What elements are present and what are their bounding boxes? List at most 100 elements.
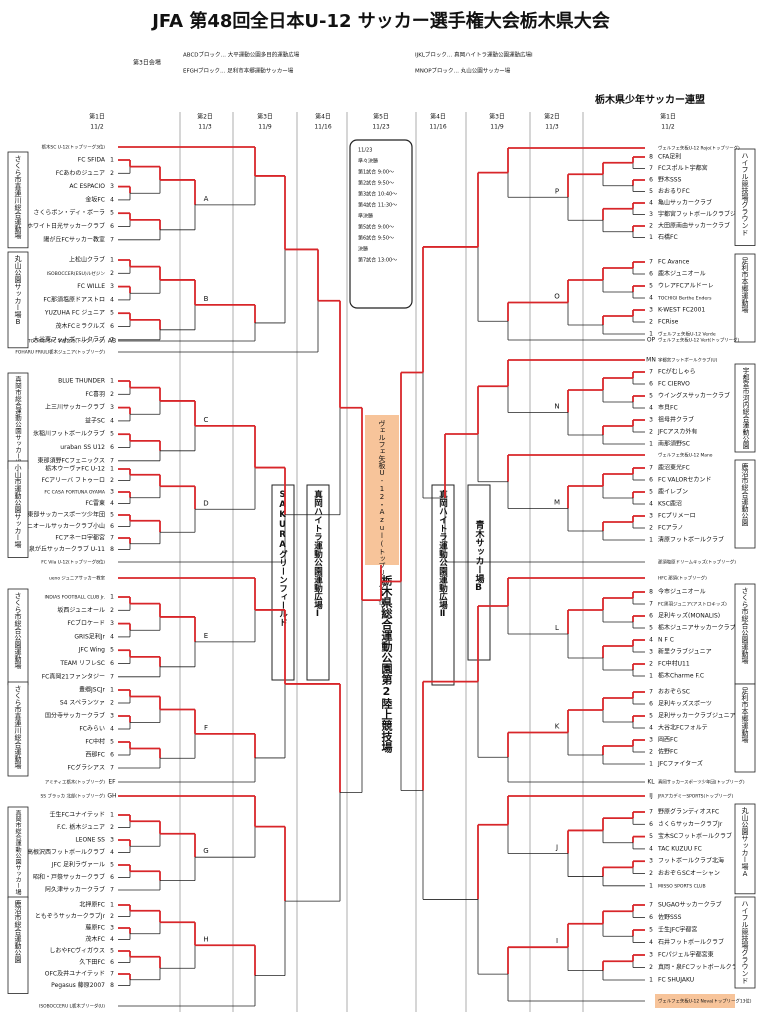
team-number: 3 [649, 858, 653, 865]
team-number: 4 [649, 405, 653, 412]
block-label: B [204, 295, 209, 303]
team-name: 茂木FC [85, 935, 105, 943]
schedule-line: 準々決勝 [358, 158, 378, 165]
team-name: 栃木ウーヴァFC U-12 [45, 465, 105, 473]
team-name: K-WEST FC2001 [658, 307, 705, 314]
block-venue: 鹿沼市総合運動公園 [741, 462, 749, 527]
team-name: KSC鹿沼 [658, 500, 682, 508]
team-number: 1 [649, 977, 653, 984]
team-name: ウレアFCアルドーレ [658, 282, 714, 290]
team-number: 4 [649, 939, 653, 946]
team-number: 4 [649, 725, 653, 732]
team-number: 3 [110, 837, 114, 844]
venue-strip [734, 896, 756, 989]
team-number: 2 [649, 319, 653, 326]
team-number: 1 [649, 234, 653, 241]
team-name: FC SFIDA [78, 157, 106, 164]
team-number: 1 [110, 257, 114, 264]
team-number: 6 [649, 613, 653, 620]
team-number: 2 [110, 607, 114, 614]
seed-name: TOCHIGI SFC 宇都宮市(トップリーグ) [27, 338, 105, 345]
team-name: ISOBOCCER(ESU)ルゼジン [47, 270, 106, 277]
team-number: 6 [649, 821, 653, 828]
venue-strip [7, 896, 29, 994]
block-venue: 鹿沼市総合運動公園 [14, 899, 22, 964]
round-day: 第1日 [660, 113, 676, 121]
team-number: 5 [110, 512, 114, 519]
team-number: 3 [649, 649, 653, 656]
seed-name: SS ブラッカ 北部(トップリーグ) [41, 793, 106, 800]
team-name: 昭和・戸祭サッカークラブ [33, 873, 105, 881]
team-number: 4 [110, 936, 114, 943]
block-venue: 真岡市総合運動公園サッカー場 [14, 809, 21, 896]
team-name: FC VALORセカンド [658, 477, 711, 484]
team-number: 5 [110, 739, 114, 746]
team-name: JFC 足利ラヴァール [51, 861, 105, 869]
seed-name: ヴェルフェ矢板U-12 Mano [658, 452, 713, 459]
team-number: 1 [649, 441, 653, 448]
team-name: JFCファイターズ [657, 760, 703, 768]
seed-name: ISOBOCCERU L栃木ブリーダ(U) [39, 1003, 105, 1010]
seed-name: 宇都宮フットボールクラブ(U) [658, 357, 718, 364]
team-name: GRIS足利Jr [74, 632, 105, 640]
team-number: 1 [110, 466, 114, 473]
block-label: F [204, 724, 208, 732]
team-name: FCアラノ [658, 525, 684, 532]
team-name: JFC Wing [78, 647, 106, 654]
block-venue: 足利市本郷運動場 [741, 257, 749, 314]
team-number: 8 [649, 154, 653, 161]
team-number: 6 [649, 177, 653, 184]
venue-box [306, 484, 330, 681]
round-date: 11/9 [490, 124, 504, 131]
team-name: 氷稲川フットボールクラブ [33, 430, 105, 438]
team-name: JFCアスカ外有 [657, 428, 697, 436]
team-number: 3 [649, 211, 653, 218]
team-name: N F C [658, 637, 674, 644]
round-day: 第3日 [257, 113, 273, 121]
team-name: CFA足利 [658, 153, 681, 161]
schedule-line: 準決勝 [358, 213, 373, 220]
team-name: 祖母井クラブ [658, 416, 694, 424]
team-number: 2 [649, 661, 653, 668]
round-date: 11/23 [372, 124, 389, 131]
schedule-box [349, 139, 413, 309]
team-name: 阿久津サッカークラブ [45, 886, 105, 894]
team-number: 6 [110, 444, 114, 451]
team-name: 高根沢西フットボールクラブ [27, 848, 105, 856]
seed-box [655, 994, 735, 1008]
team-name: 足利キッズスポーツ [658, 700, 712, 708]
seed-name: ueno ジュニアサッカー教室 [49, 575, 106, 582]
team-name: 鹿イレブン [658, 488, 688, 496]
team-number: 3 [110, 620, 114, 627]
schedule-line: 第6試合 9:50〜 [358, 235, 394, 242]
top-seed: ヴェルフェ矢板U-12・Azul(トップリーグ1位) [378, 419, 386, 613]
team-name: 上松山クラブ [69, 256, 105, 264]
team-name: LEONE SS [75, 837, 105, 844]
team-number: 5 [110, 310, 114, 317]
team-name: しおやFCヴィガウス [49, 947, 105, 955]
venue-box [431, 484, 455, 686]
block-venue: 丸山公園サッカー場B [14, 254, 22, 326]
team-name: SUGAOサッカークラブ [658, 901, 722, 909]
block-label: G [203, 847, 208, 855]
venue-strip [7, 460, 29, 558]
seed-code: OP [647, 337, 656, 344]
seed-name: HFC 那須(トップリーグ) [658, 575, 707, 582]
team-number: 1 [110, 594, 114, 601]
organizer: 栃木県少年サッカー連盟 [595, 93, 705, 106]
team-number: 5 [649, 833, 653, 840]
venue-strip [734, 683, 756, 773]
team-number: 7 [110, 765, 114, 772]
team-number: 5 [110, 948, 114, 955]
team-name: YUZUHA FC ジュニア [44, 310, 105, 317]
team-name: 豊郷JSCJr [79, 686, 106, 694]
team-name: 藤原FC [85, 924, 105, 932]
team-number: 2 [110, 170, 114, 177]
team-name: 壬生JFC宇都宮 [658, 926, 697, 934]
team-number: 4 [110, 849, 114, 856]
team-number: 3 [649, 737, 653, 744]
team-name: FCブロケード [67, 619, 105, 627]
team-number: 3 [110, 283, 114, 290]
team-number: 5 [110, 210, 114, 217]
block-label: H [203, 935, 208, 943]
